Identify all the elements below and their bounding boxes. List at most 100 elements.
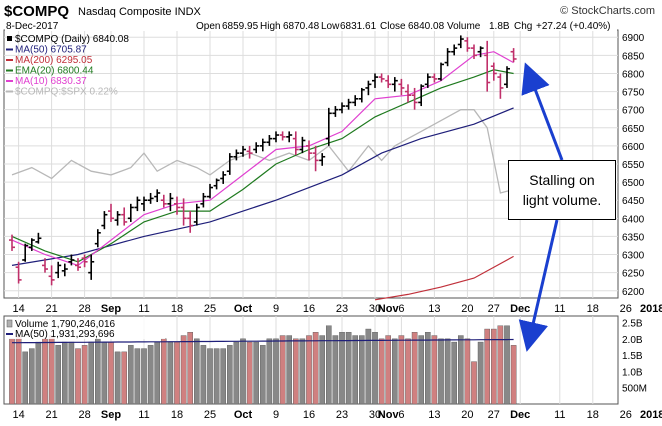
- ohlc-bar: [266, 135, 273, 146]
- price-tick-label: 6400: [622, 214, 645, 225]
- volume-bar: [246, 341, 253, 405]
- ohlc-bar: [22, 243, 29, 262]
- ohlc-bar: [246, 145, 253, 159]
- ohlc-bar: [240, 145, 246, 157]
- legend-marker: [6, 319, 13, 328]
- x-tick-label: 25: [204, 303, 216, 315]
- volume-bars: [9, 325, 517, 405]
- volume-tick-label: 1.0B: [622, 367, 643, 378]
- legend-marker: [7, 36, 12, 41]
- high-label: High: [260, 21, 281, 32]
- volume-bar: [286, 335, 293, 405]
- chg-label: Chg: [514, 21, 532, 32]
- ohlc-bar: [378, 73, 385, 83]
- ohlc-bar: [312, 145, 319, 172]
- ohlc-bar: [167, 192, 174, 212]
- ohlc-bar: [405, 84, 411, 103]
- volume-bar: [293, 338, 299, 405]
- x-tick-label: Nov: [378, 409, 400, 421]
- volume-bar: [260, 345, 266, 405]
- ohlc-bar: [424, 73, 431, 88]
- volume-bar: [35, 341, 42, 405]
- ohlc-bar: [42, 258, 48, 273]
- ohlc-bar: [94, 229, 101, 248]
- x-tick-label: 14: [12, 409, 24, 421]
- ohlc-bar: [141, 196, 147, 212]
- annotation-callout: Stalling on light volume.: [508, 160, 616, 220]
- volume-bar: [266, 338, 273, 405]
- ohlc-bar: [134, 196, 141, 212]
- volume-bar: [365, 328, 372, 405]
- price-tick-label: 6300: [622, 251, 645, 262]
- ohlc-bar: [471, 44, 477, 59]
- ratio-series-line: [11, 109, 514, 194]
- ohlc-bar: [226, 153, 233, 175]
- ohlc-bar: [207, 183, 213, 199]
- ohlc-bar: [411, 87, 418, 110]
- volume-bar: [279, 335, 286, 405]
- ohlc-bar: [372, 73, 378, 88]
- x-tick-label: 27: [488, 409, 500, 421]
- volume-bar: [121, 351, 127, 405]
- x-tick-label: 11: [554, 303, 565, 315]
- volume-bar: [141, 348, 147, 405]
- legend-label: MA(10) 6830.37: [15, 76, 87, 87]
- volume-bar: [9, 338, 15, 405]
- volume-bar: [451, 341, 458, 405]
- volume-bar: [200, 345, 207, 405]
- volume-bar: [319, 335, 326, 405]
- volume-bar: [477, 341, 484, 405]
- low-label: Low: [321, 21, 340, 32]
- x-tick-label: 2018: [640, 409, 662, 421]
- volume-bar: [147, 345, 154, 405]
- x-tick-label: 30: [369, 409, 381, 421]
- x-tick-label: 20: [461, 303, 473, 315]
- volume-bar: [345, 332, 352, 405]
- volume-bar: [425, 332, 431, 405]
- volume-bar: [101, 341, 108, 405]
- ma50-line: [11, 107, 514, 266]
- callout-line-1: Stalling on: [529, 172, 595, 188]
- x-tick-label: 26: [620, 303, 632, 315]
- volume-bar: [55, 345, 61, 405]
- volume-bar: [405, 338, 411, 405]
- x-tick-label: 21: [45, 409, 57, 421]
- volume-bar: [220, 348, 227, 405]
- volume-bar: [68, 341, 75, 405]
- volume-bar: [458, 335, 464, 405]
- ohlc-bar: [193, 203, 200, 226]
- volume-bar: [15, 335, 22, 405]
- price-tick-label: 6500: [622, 178, 645, 189]
- ohlc-bar: [233, 149, 240, 161]
- volume-bar: [491, 328, 497, 405]
- volume-bar: [187, 332, 194, 405]
- volume-bar: [167, 341, 174, 405]
- volume-tick-label: 2.5B: [622, 319, 643, 330]
- arrow-to-volume: [518, 219, 559, 352]
- price-tick-label: 6800: [622, 69, 645, 80]
- x-tick-label: 28: [78, 409, 90, 421]
- ohlc-bar: [391, 77, 398, 92]
- volume-bar: [75, 348, 81, 405]
- price-tick-label: 6450: [622, 196, 645, 207]
- ohlc-bar: [464, 37, 471, 52]
- volume-bar: [160, 338, 167, 405]
- ohlc-bar: [292, 131, 299, 155]
- close-value: 6840.08: [408, 21, 445, 32]
- quote-row: Open 6859.95 High 6870.48 Low 6831.61 Cl…: [196, 21, 611, 32]
- volume-bar: [372, 332, 378, 405]
- ohlc-bar: [332, 106, 339, 117]
- ohlc-bar: [48, 265, 55, 286]
- volume-bar: [411, 332, 418, 405]
- ohlc-bar: [55, 261, 62, 279]
- volume-bar: [471, 361, 477, 405]
- volume-bar: [339, 332, 345, 405]
- ohlc-bar: [273, 131, 279, 143]
- volume-bar: [180, 335, 187, 405]
- ohlc-bar: [35, 232, 42, 244]
- open-label: Open: [196, 21, 220, 32]
